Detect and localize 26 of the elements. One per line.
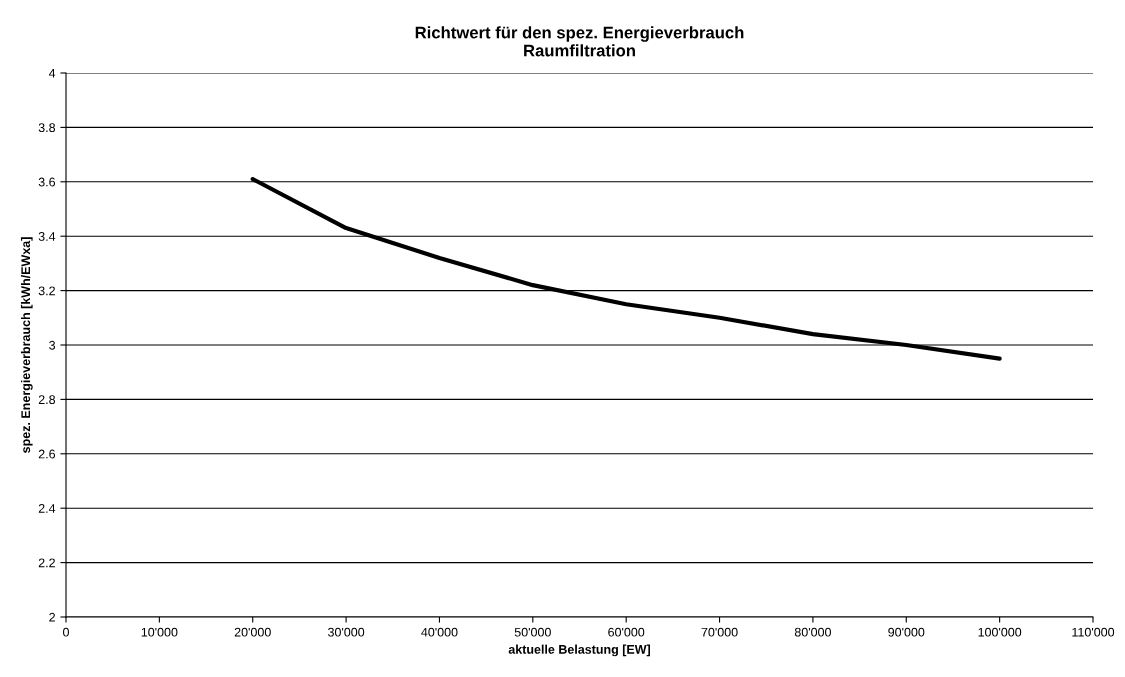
y-axis-title: spez. Energieverbrauch [kWh/EWxa] (20, 237, 33, 453)
y-tick-label: 3.2 (38, 286, 55, 296)
x-tick-label: 70'000 (701, 627, 738, 637)
y-tick-label: 3.4 (38, 232, 56, 241)
x-tick-label: 110'000 (1072, 627, 1115, 637)
x-tick-label: 20'000 (234, 627, 271, 637)
y-tick-label: 2.6 (38, 449, 56, 459)
y-tick-label: 4 (48, 68, 56, 78)
y-tick-label: 2.8 (38, 395, 56, 405)
y-tick-label: 2.2 (38, 558, 55, 568)
y-tick-label: 3 (49, 340, 56, 350)
y-tick-label: 3.8 (38, 123, 56, 133)
x-axis-title: aktuelle Belastung [EW] (508, 644, 650, 657)
x-tick-label: 0 (63, 627, 69, 637)
y-tick-label: 2 (49, 612, 55, 622)
x-tick-label: 10'000 (141, 627, 178, 637)
x-tick-label: 90'000 (888, 627, 925, 637)
y-tick-label: 3.6 (38, 177, 56, 187)
x-tick-label: 80'000 (794, 627, 831, 637)
x-tick-label: 30'000 (328, 627, 365, 637)
x-tick-label: 50'000 (514, 627, 551, 637)
chart-title: Richtwert für den spez. Energieverbrauch Raumfiltration (415, 26, 744, 57)
x-tick-label: 100'000 (978, 627, 1022, 637)
x-tick-label: 60'000 (608, 627, 645, 637)
x-tick-label: 40'000 (421, 627, 458, 637)
y-tick-label: 2.4 (38, 504, 56, 513)
